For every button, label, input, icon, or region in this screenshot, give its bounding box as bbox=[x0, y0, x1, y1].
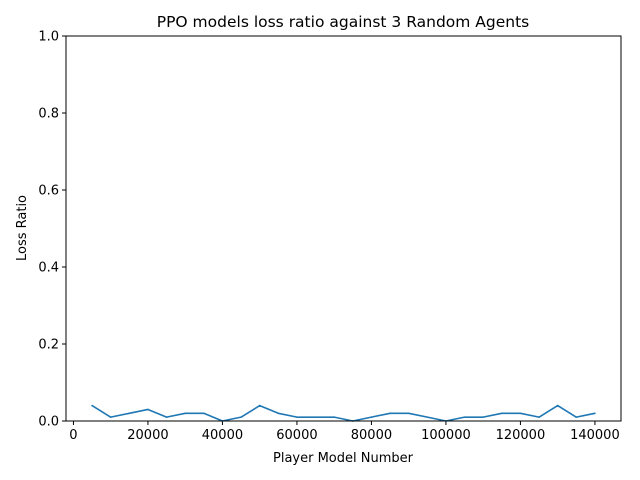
x-tick-label: 40000 bbox=[202, 428, 243, 443]
data-point bbox=[91, 404, 93, 407]
ticks-layer: 0 20000 40000 60000 80000 100000 120000 140000 0… bbox=[38, 30, 619, 444]
x-tick-label: 100000 bbox=[421, 428, 471, 443]
data-point bbox=[463, 416, 466, 418]
x-tick-label: 20000 bbox=[127, 428, 168, 443]
data-point bbox=[203, 412, 205, 415]
x-tick-label: 0 bbox=[69, 428, 77, 443]
y-tick-label: 0.2 bbox=[38, 338, 59, 353]
y-tick-label: 0.0 bbox=[38, 415, 59, 430]
data-point bbox=[538, 416, 540, 418]
data-point bbox=[258, 404, 261, 407]
data-point bbox=[240, 416, 242, 418]
data-point bbox=[575, 416, 578, 418]
x-tick-label: 60000 bbox=[276, 428, 317, 443]
data-point bbox=[128, 412, 131, 415]
data-point bbox=[482, 416, 484, 418]
data-point bbox=[501, 412, 503, 415]
data-point bbox=[184, 412, 186, 415]
y-tick-label: 0.4 bbox=[38, 261, 59, 276]
data-point bbox=[277, 412, 280, 415]
chart-title: PPO models loss ratio against 3 Random A… bbox=[157, 13, 530, 31]
series-line bbox=[91, 404, 596, 422]
x-tick-label: 140000 bbox=[570, 428, 620, 443]
series-layer bbox=[91, 404, 596, 422]
y-tick-label: 0.8 bbox=[38, 107, 59, 122]
data-point bbox=[314, 416, 317, 418]
data-point bbox=[426, 416, 429, 418]
y-tick-label: 1.0 bbox=[38, 30, 59, 45]
data-point bbox=[519, 412, 522, 415]
data-point bbox=[407, 412, 410, 415]
x-axis-label: Player Model Number bbox=[273, 451, 414, 466]
y-tick-label: 0.6 bbox=[38, 184, 59, 199]
data-point bbox=[370, 416, 373, 418]
y-axis-label: Loss Ratio bbox=[15, 195, 30, 261]
data-point bbox=[165, 416, 168, 418]
data-point bbox=[333, 416, 335, 418]
x-tick-label: 80000 bbox=[351, 428, 392, 443]
data-point bbox=[147, 408, 149, 411]
data-point bbox=[109, 416, 112, 418]
data-point bbox=[389, 412, 391, 415]
data-point bbox=[556, 404, 559, 407]
x-tick-label: 120000 bbox=[496, 428, 546, 443]
data-point bbox=[594, 412, 596, 415]
plot-frame bbox=[65, 35, 622, 422]
data-point bbox=[296, 416, 298, 418]
